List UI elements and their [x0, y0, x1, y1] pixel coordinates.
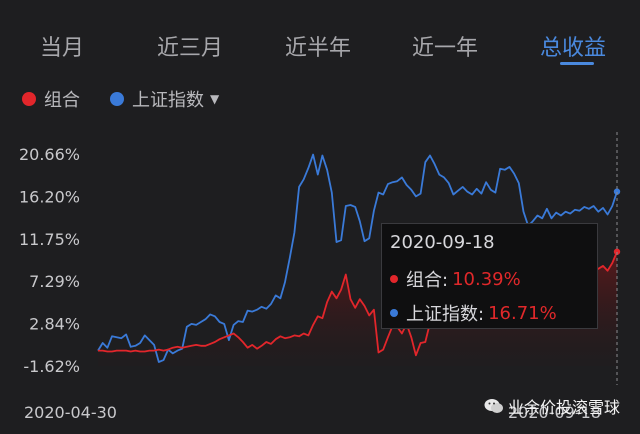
caret-down-icon[interactable]: ▼: [210, 92, 220, 106]
index-dot-icon: [110, 92, 124, 106]
y-axis: 20.66% 16.20% 11.75% 7.29% 2.84% -1.62%: [19, 145, 80, 376]
portfolio-dot-icon: [22, 92, 36, 106]
y-tick-label: 2.84%: [29, 315, 80, 334]
x-axis-start-label: 2020-04-30: [24, 403, 117, 422]
tooltip-name-portfolio: 组合:: [406, 270, 449, 291]
x-axis-end-label: 2020-09-18: [508, 403, 601, 422]
index-last-point: [613, 188, 621, 195]
tab-half-year[interactable]: 近半年: [285, 36, 352, 61]
y-tick-label: 7.29%: [29, 272, 80, 291]
tooltip-name-index: 上证指数:: [406, 304, 485, 325]
period-tabs: 当月 近三月 近半年 近一年 总收益: [0, 0, 640, 70]
y-tick-label: -1.62%: [23, 357, 80, 376]
legend-item-index[interactable]: 上证指数 ▼: [110, 86, 219, 112]
legend-item-portfolio[interactable]: 组合: [22, 86, 80, 112]
legend-label-index: 上证指数: [132, 90, 204, 111]
tooltip-value-index: 16.71%: [488, 302, 557, 324]
active-tab-indicator: [560, 62, 594, 65]
tooltip: 2020-09-18 组合: 10.39% 上证指数: 16.71%: [381, 223, 598, 329]
tab-total-return[interactable]: 总收益: [540, 36, 607, 61]
tooltip-value-portfolio: 10.39%: [452, 268, 521, 290]
tooltip-row-index: 上证指数: 16.71%: [390, 300, 557, 326]
legend-label-portfolio: 组合: [44, 90, 80, 111]
tooltip-row-portfolio: 组合: 10.39%: [390, 266, 521, 292]
index-dot-icon: [390, 309, 398, 317]
tooltip-date: 2020-09-18: [390, 232, 495, 253]
y-tick-label: 20.66%: [19, 145, 80, 164]
y-tick-label: 11.75%: [19, 230, 80, 249]
portfolio-last-point: [613, 248, 621, 255]
tab-current-month[interactable]: 当月: [40, 36, 85, 61]
watermark: 业余价投滚雪球: [484, 394, 620, 418]
watermark-text: 业余价投滚雪球: [508, 398, 621, 417]
tab-three-months[interactable]: 近三月: [157, 36, 224, 61]
wechat-icon: [484, 399, 503, 413]
portfolio-dot-icon: [390, 275, 398, 283]
tab-one-year[interactable]: 近一年: [412, 36, 479, 61]
y-tick-label: 16.20%: [19, 187, 80, 206]
